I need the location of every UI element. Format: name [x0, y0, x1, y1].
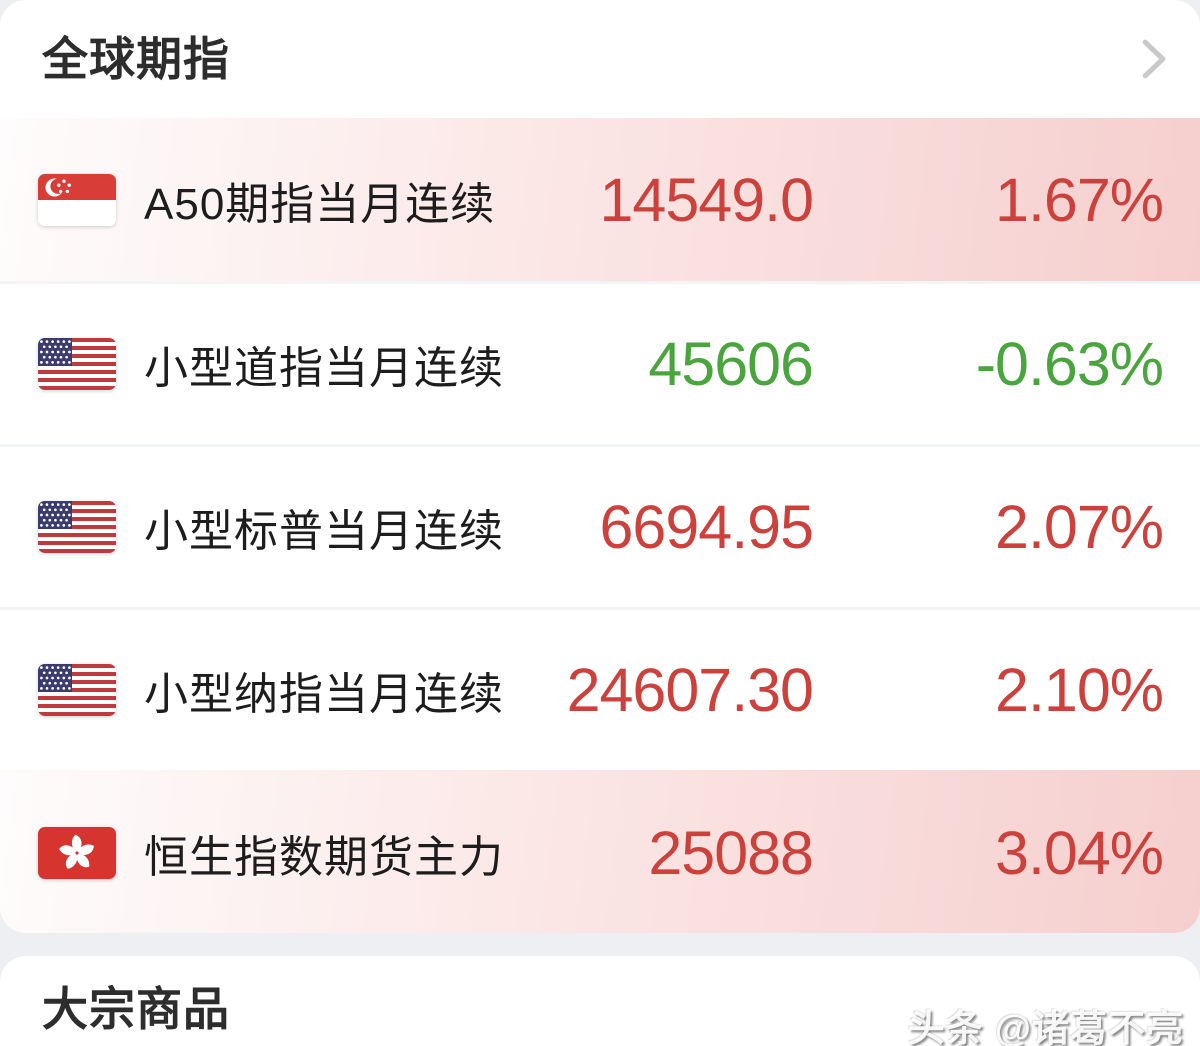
instrument-name: 小型纳指当月连续	[144, 670, 504, 719]
section-title-commodities: 大宗商品	[42, 983, 230, 1035]
instrument-price: 24607.30	[566, 656, 814, 724]
section-title-global-futures: 全球期指	[42, 33, 230, 85]
instrument-change-percent: 1.67%	[995, 165, 1164, 234]
futures-row[interactable]: 小型道指当月连续 45606 -0.63%	[0, 281, 1200, 444]
instrument-name: A50期指当月连续	[144, 179, 496, 229]
watermark-text: 头条 @诸葛不亮	[907, 1008, 1184, 1046]
instrument-change-percent: 2.07%	[995, 493, 1164, 561]
global-futures-card: 全球期指 A50期指当月连续 14549.0 1.67% 小型道指当月连续 45606…	[0, 0, 1200, 933]
instrument-price: 14549.0	[599, 165, 814, 234]
instrument-name: 小型道指当月连续	[144, 344, 504, 393]
futures-row[interactable]: 小型纳指当月连续 24607.30 2.10%	[0, 607, 1200, 770]
instrument-price: 6694.95	[599, 493, 814, 561]
futures-row[interactable]: A50期指当月连续 14549.0 1.67%	[0, 118, 1200, 281]
instrument-change-percent: -0.63%	[975, 330, 1164, 398]
futures-row[interactable]: 恒生指数期货主力 25088 3.04%	[0, 770, 1200, 933]
usa-flag-icon	[38, 664, 116, 716]
global-futures-header[interactable]: 全球期指	[0, 0, 1200, 118]
usa-flag-icon	[38, 501, 116, 553]
commodities-card: 大宗商品 头条 @诸葛不亮	[0, 956, 1200, 1046]
instrument-change-percent: 2.10%	[995, 656, 1164, 724]
chevron-right-icon[interactable]	[1138, 36, 1170, 82]
instrument-price: 25088	[648, 819, 814, 887]
instrument-name: 小型标普当月连续	[144, 507, 504, 556]
instrument-price: 45606	[648, 330, 814, 398]
futures-list: A50期指当月连续 14549.0 1.67% 小型道指当月连续 45606 -0.63…	[0, 118, 1200, 933]
usa-flag-icon	[38, 338, 116, 390]
hong-kong-flag-icon	[38, 827, 116, 879]
instrument-change-percent: 3.04%	[995, 819, 1164, 887]
futures-row[interactable]: 小型标普当月连续 6694.95 2.07%	[0, 444, 1200, 607]
instrument-name: 恒生指数期货主力	[144, 833, 504, 882]
singapore-flag-icon	[38, 173, 116, 226]
